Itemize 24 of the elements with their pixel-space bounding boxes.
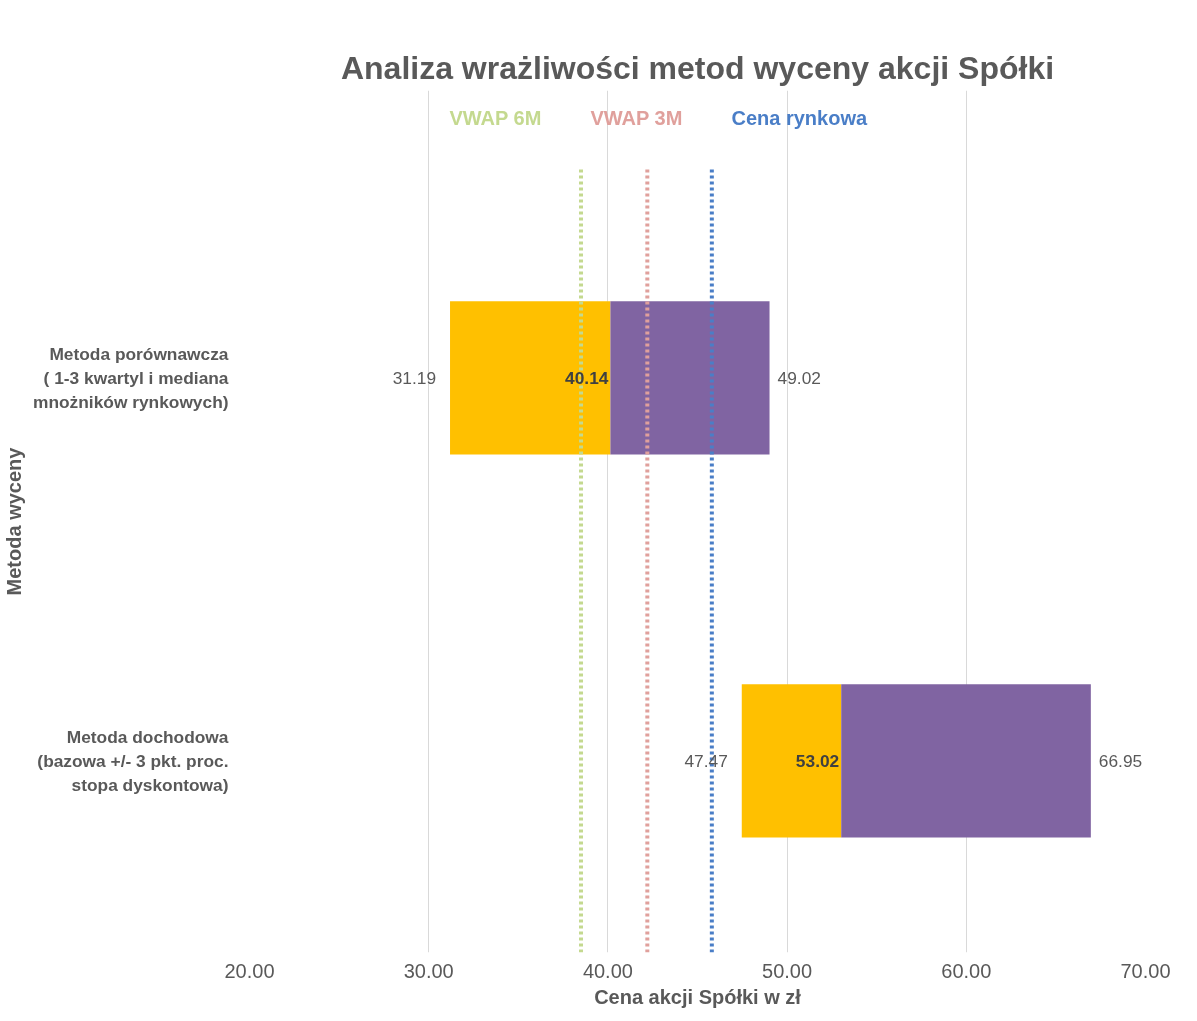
annotation: 66.95	[1098, 750, 1143, 771]
x-tick-label: 50.00	[762, 959, 813, 982]
annotation: 40.14	[565, 367, 609, 388]
chart-title: Analiza wrażliwości metod wyceny akcji Spółki	[340, 49, 1055, 86]
x-tick-label: 70.00	[1120, 959, 1171, 982]
annotation: 53.02	[795, 750, 840, 771]
annotation: 49.02	[777, 367, 821, 388]
y-axis-title: Metoda wyceny	[3, 446, 26, 596]
ref-line-label: VWAP 3M	[590, 106, 683, 129]
x-tick-label: 30.00	[403, 959, 454, 982]
annotation: 31.19	[392, 367, 437, 388]
x-tick-label: 20.00	[224, 959, 275, 982]
y-tick-label: Metoda porównawcza ( 1-3 kwartyl i mediana mnożników rynkowych)	[33, 343, 229, 412]
bar	[450, 301, 611, 455]
x-axis-title: Cena akcji Spółki w zł	[594, 985, 802, 1008]
x-tick-label: 40.00	[582, 959, 633, 982]
x-tick-label: 60.00	[941, 959, 992, 982]
bar	[610, 301, 770, 455]
bar	[741, 684, 842, 838]
ref-line-label: VWAP 6M	[449, 106, 542, 129]
y-tick-label: Metoda dochodowa (bazowa +/- 3 pkt. proc. stopa dyskontowa)	[37, 726, 229, 795]
annotation: 47.47	[684, 750, 728, 771]
ref-line-label: Cena rynkowa	[731, 106, 868, 129]
bar	[841, 684, 1091, 838]
